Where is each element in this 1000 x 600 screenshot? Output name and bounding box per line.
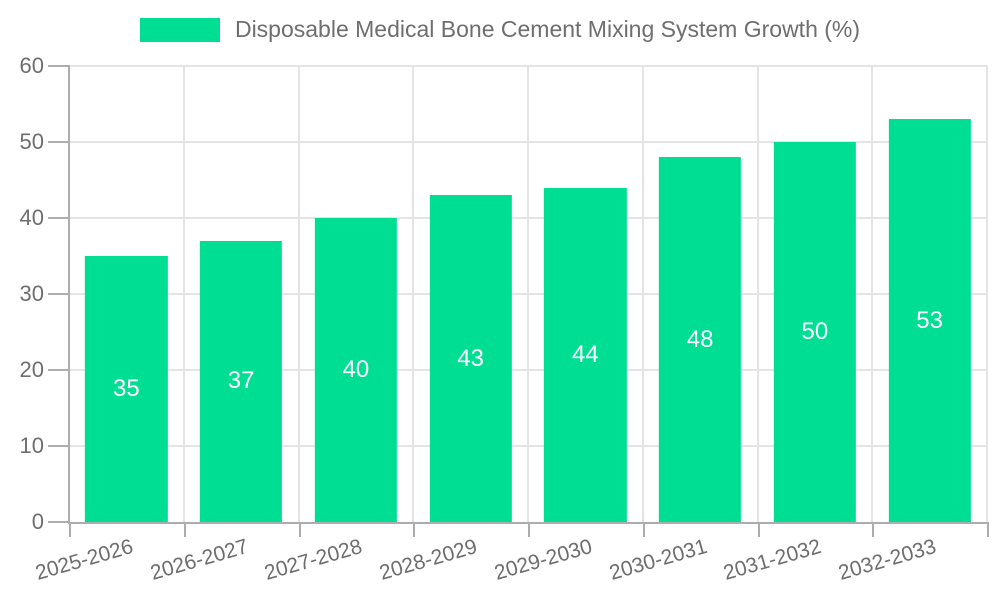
y-axis-label: 10 (19, 433, 44, 458)
bar[interactable]: 44 (544, 187, 627, 522)
legend-label: Disposable Medical Bone Cement Mixing Sy… (234, 16, 861, 42)
y-axis-label: 0 (31, 509, 44, 534)
bar-value-label: 43 (457, 344, 484, 372)
x-axis-label: 2025-2026 (32, 535, 136, 585)
y-tick (48, 65, 70, 67)
legend[interactable]: Disposable Medical Bone Cement Mixing Sy… (0, 16, 1000, 43)
x-tick (528, 522, 530, 537)
y-tick (48, 521, 70, 523)
bar[interactable]: 53 (888, 119, 971, 522)
y-gridline (70, 140, 988, 143)
bar-column: 37 2026-2027 (148, 66, 300, 585)
bar-value-label: 53 (916, 306, 943, 334)
y-tick (48, 368, 70, 371)
bar-columns: 35 2025-2026 37 2026-2027 40 2027-2028 43 2028-… (33, 66, 988, 585)
y-gridline (70, 445, 988, 447)
y-axis-label: 50 (19, 128, 44, 154)
bar-column: 40 2027-2028 (262, 66, 415, 585)
x-tick (298, 522, 301, 537)
bar-value-label: 35 (113, 375, 140, 402)
bar[interactable]: 50 (773, 142, 857, 522)
bar-column: 53 2032-2033 (836, 66, 988, 585)
y-axis-label: 40 (19, 204, 44, 230)
bar[interactable]: 40 (314, 218, 398, 522)
bar-column: 35 2025-2026 (33, 66, 185, 585)
legend-swatch (139, 17, 220, 42)
x-axis-label: 2030-2031 (606, 535, 710, 585)
x-tick (69, 522, 71, 537)
y-gridline (70, 65, 988, 67)
y-axis-label: 60 (19, 53, 44, 78)
x-axis-label: 2031-2032 (721, 535, 825, 585)
y-tick (48, 445, 70, 447)
x-axis-label: 2028-2029 (377, 535, 480, 585)
x-axis-label: 2032-2033 (836, 535, 939, 585)
x-tick (413, 522, 416, 537)
y-axis-label: 30 (19, 281, 44, 306)
y-gridline (70, 293, 988, 295)
bar[interactable]: 48 (658, 157, 742, 522)
bar-column: 44 2029-2030 (492, 66, 644, 585)
bar-value-label: 37 (227, 367, 255, 395)
bar-column: 50 2031-2032 (721, 66, 874, 585)
y-tick (48, 293, 70, 295)
x-tick (642, 522, 645, 537)
bar-column: 48 2030-2031 (607, 66, 759, 585)
bar[interactable]: 43 (429, 195, 512, 522)
y-gridline (70, 216, 988, 219)
bar-value-label: 50 (801, 318, 829, 345)
bar[interactable]: 37 (199, 240, 283, 522)
bar[interactable]: 35 (85, 256, 168, 522)
x-axis-label: 2026-2027 (147, 535, 251, 585)
x-axis-label: 2029-2030 (491, 535, 595, 585)
x-axis-label: 2027-2028 (262, 535, 366, 585)
x-tick (183, 522, 186, 537)
plot-area: 0 10 20 30 40 50 60 35 2025-2026 37 2026-2027 40 202… (20, 54, 989, 585)
bar-value-label: 44 (572, 340, 599, 368)
bar-column: 43 2028-2029 (377, 66, 529, 585)
x-tick (987, 522, 989, 537)
y-axis-label: 20 (19, 356, 44, 382)
bar-value-label: 48 (686, 325, 714, 353)
y-gridline (70, 368, 988, 371)
x-tick (757, 522, 760, 537)
bar-value-label: 40 (342, 356, 370, 383)
y-tick (48, 216, 70, 219)
y-tick (48, 140, 70, 143)
x-tick (872, 522, 875, 537)
